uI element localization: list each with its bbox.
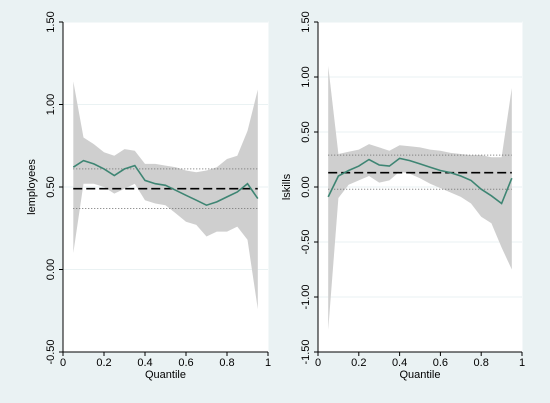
y-tick-label-lskills-0: -1.50 xyxy=(300,339,312,364)
x-tick-label-lskills-4: 0.8 xyxy=(474,357,489,369)
y-tick-label-lskills-6: 1.50 xyxy=(300,11,312,32)
y-tick-label-lskills-1: -1.00 xyxy=(300,284,312,309)
y-tick-label-lskills-3: 0.00 xyxy=(300,176,312,197)
x-tick-label-lemployees-5: 1 xyxy=(265,357,271,369)
y-tick-label-lemployees-1: 0.00 xyxy=(45,259,57,280)
x-tick-label-lskills-3: 0.6 xyxy=(433,357,448,369)
x-tick-label-lemployees-0: 0 xyxy=(60,357,66,369)
confidence-band-lskills xyxy=(328,66,512,330)
y-axis-title-lskills: lskills xyxy=(281,173,293,200)
x-tick-label-lskills-1: 0.2 xyxy=(351,357,366,369)
y-tick-label-lemployees-3: 1.00 xyxy=(45,94,57,115)
y-axis-lskills: -1.50 -1.00 -0.50 0.00 0.50 1.00 1.50 xyxy=(300,11,319,365)
x-tick-label-lskills-2: 0.4 xyxy=(392,357,407,369)
x-axis-title-lskills: Quantile xyxy=(400,369,441,381)
x-tick-label-lemployees-3: 0.6 xyxy=(178,357,193,369)
x-axis-lskills: 0 0.2 0.4 0.6 0.8 1 xyxy=(315,351,525,369)
panel-lemployees: 0 0.2 0.4 0.6 0.8 1 -0.50 0.00 0.50 1.00 1.50 Qua… xyxy=(26,11,271,381)
y-tick-label-lskills-4: 0.50 xyxy=(300,121,312,142)
y-tick-label-lskills-5: 1.00 xyxy=(300,66,312,87)
x-tick-label-lskills-0: 0 xyxy=(315,357,321,369)
y-tick-label-lemployees-0: -0.50 xyxy=(45,339,57,364)
y-axis-lemployees: -0.50 0.00 0.50 1.00 1.50 xyxy=(45,11,64,365)
x-axis-title-lemployees: Quantile xyxy=(145,369,186,381)
y-tick-label-lemployees-4: 1.50 xyxy=(45,11,57,32)
y-axis-title-lemployees: lemployees xyxy=(26,159,38,215)
quantile-points-lskills xyxy=(328,158,512,204)
confidence-band-lemployees xyxy=(73,81,258,310)
x-axis-lemployees: 0 0.2 0.4 0.6 0.8 1 xyxy=(60,351,271,369)
x-tick-label-lemployees-2: 0.4 xyxy=(137,357,152,369)
y-tick-label-lemployees-2: 0.50 xyxy=(45,176,57,197)
x-tick-label-lemployees-1: 0.2 xyxy=(96,357,111,369)
x-tick-label-lskills-5: 1 xyxy=(519,357,525,369)
panel-lskills: 0 0.2 0.4 0.6 0.8 1 -1.50 -1.00 -0.50 0.00 0.50 1.… xyxy=(281,11,525,381)
quantile-points-lemployees xyxy=(73,160,258,206)
y-tick-label-lskills-2: -0.50 xyxy=(300,229,312,254)
x-tick-label-lemployees-4: 0.8 xyxy=(219,357,234,369)
